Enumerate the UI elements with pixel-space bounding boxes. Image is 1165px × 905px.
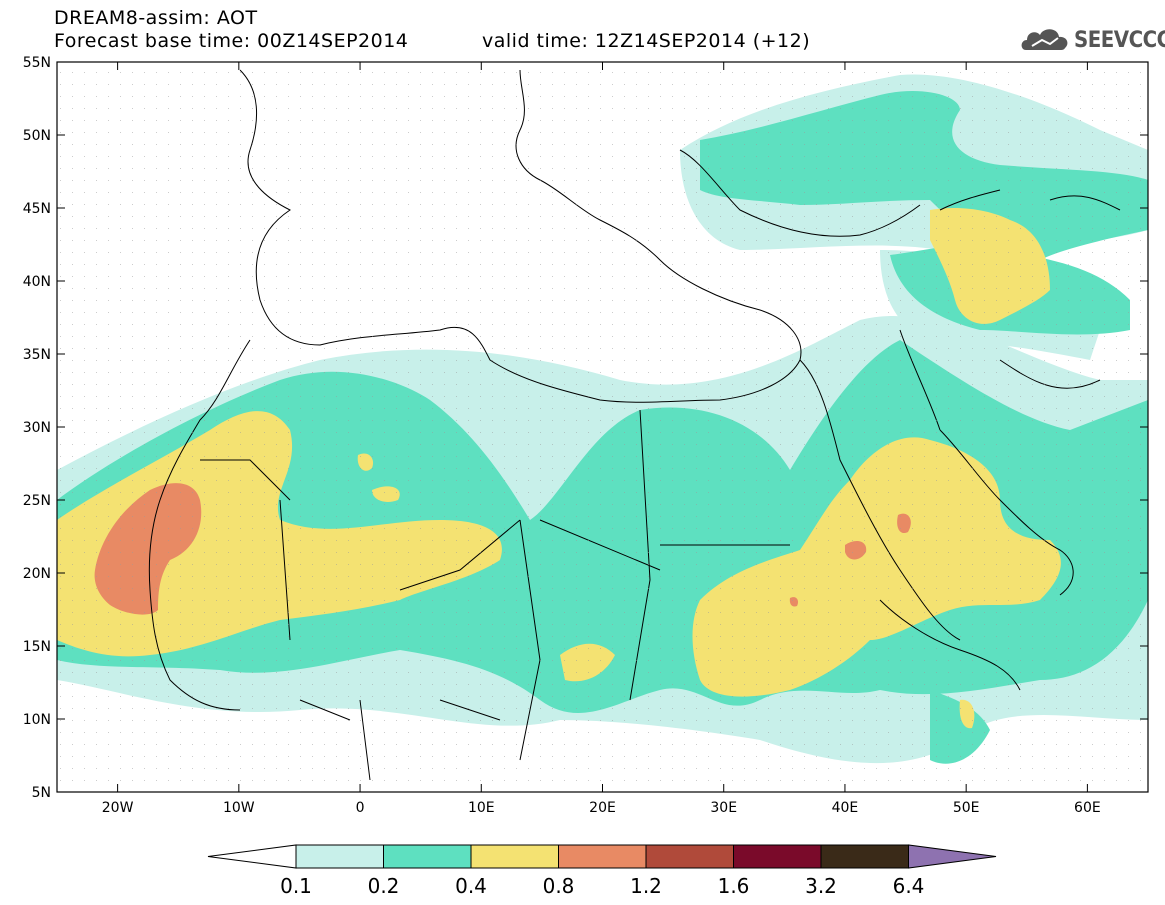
lon-label: 30E — [710, 800, 737, 816]
colorbar-under-arrow — [207, 844, 297, 869]
colorbar-over-arrow — [908, 844, 997, 869]
valid-time: valid time: 12Z14SEP2014 (+12) — [482, 30, 811, 52]
colorbar-bin — [383, 844, 472, 869]
colorbar-label: 0.2 — [368, 874, 400, 898]
colorbar-label: 1.2 — [630, 874, 662, 898]
colorbar-label: 1.6 — [718, 874, 750, 898]
colorbar-label: 0.8 — [543, 874, 575, 898]
lon-label: 20W — [102, 800, 134, 816]
lon-label: 60E — [1074, 800, 1101, 816]
lat-label: 20N — [23, 566, 51, 582]
colorbar-label: 0.4 — [455, 874, 487, 898]
axis-ticks: 20W 10W 0 10E 20E 30E 40E 50E 60E 55N 50N 45N 40N 35N… — [23, 55, 1148, 816]
lon-label: 40E — [832, 800, 859, 816]
lat-label: 40N — [23, 274, 51, 290]
colorbar: 0.1 0.2 0.4 0.8 1.2 1.6 3.2 6.4 — [207, 844, 997, 898]
lat-label: 55N — [23, 55, 51, 71]
lat-label: 10N — [23, 712, 51, 728]
lat-label: 30N — [23, 420, 51, 436]
cloud-logo-icon — [1021, 29, 1068, 50]
colorbar-bin — [820, 844, 909, 869]
colorbar-bin — [645, 844, 734, 869]
lon-label: 10E — [468, 800, 495, 816]
lon-label: 20E — [589, 800, 616, 816]
seevccc-logo: SEEVCCC — [1018, 22, 1165, 56]
lat-label: 50N — [23, 128, 51, 144]
lat-label: 15N — [23, 639, 51, 655]
colorbar-bin — [470, 844, 559, 869]
chart-title: DREAM8-assim: AOT — [54, 7, 258, 29]
lon-label: 10W — [223, 800, 255, 816]
colorbar-bin — [558, 844, 647, 869]
lon-label: 50E — [953, 800, 980, 816]
colorbar-label: 0.1 — [280, 874, 312, 898]
lat-label: 35N — [23, 347, 51, 363]
colorbar-label: 6.4 — [893, 874, 925, 898]
logo-text: SEEVCCC — [1074, 28, 1165, 53]
base-time: Forecast base time: 00Z14SEP2014 — [54, 30, 409, 52]
lat-label: 45N — [23, 201, 51, 217]
colorbar-bin — [295, 844, 384, 869]
colorbar-label: 3.2 — [805, 874, 837, 898]
lat-label: 25N — [23, 493, 51, 509]
colorbar-bin — [733, 844, 822, 869]
lat-label: 5N — [32, 785, 51, 801]
lon-label: 0 — [356, 800, 365, 816]
